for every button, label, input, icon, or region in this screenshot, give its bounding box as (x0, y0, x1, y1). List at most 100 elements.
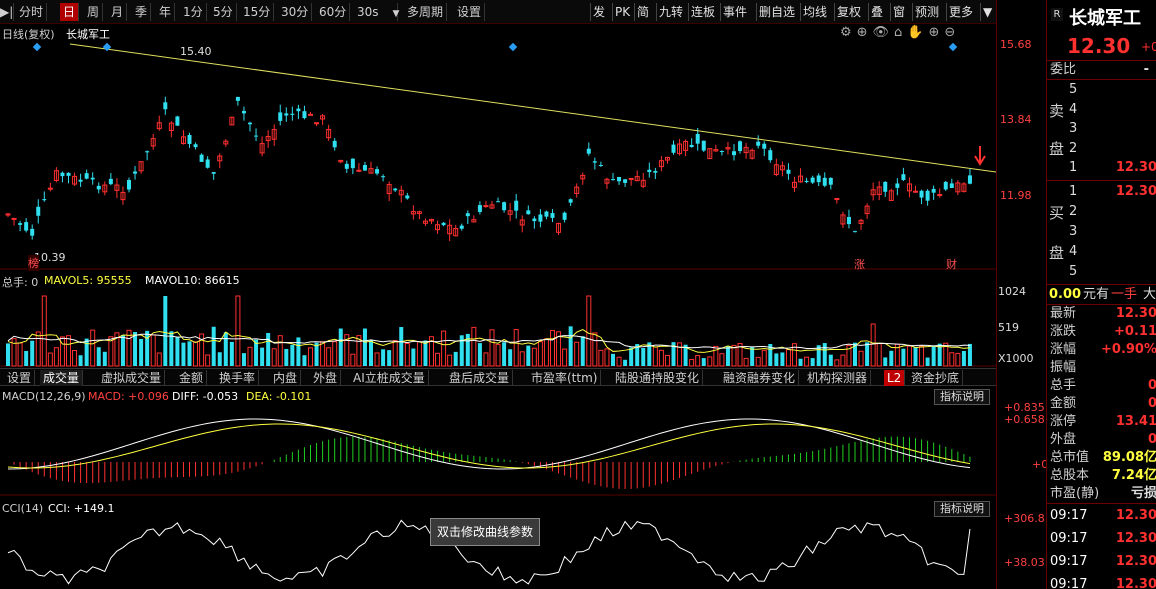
indicator-tab-14[interactable]: 资金抄底 (908, 370, 964, 386)
volume-bar (193, 341, 199, 367)
volume-bar (320, 341, 326, 367)
period-tab-1[interactable]: 日 (60, 3, 80, 21)
period-tab-5[interactable]: 年 (156, 3, 176, 21)
candle (320, 113, 326, 125)
volume-chart[interactable] (0, 287, 996, 367)
indicator-tab-4[interactable]: 换手率 (216, 370, 260, 386)
toggle-panel-icon[interactable]: ▶| (0, 3, 14, 21)
volume-bar (145, 330, 150, 366)
toolbar-action-3[interactable]: 九转 (656, 3, 685, 21)
indicator-tab-5[interactable]: 内盘 (270, 370, 302, 386)
unit-row: 0.00 元有 一手 大 (1049, 287, 1156, 302)
candle (18, 220, 23, 232)
toolbar-dropdown-icon[interactable]: ▼ (980, 3, 994, 21)
candle (350, 158, 355, 175)
marker-bang[interactable]: 榜 (28, 255, 39, 271)
volume-bar (556, 331, 562, 367)
period-tab-12[interactable]: 多周期 (404, 3, 448, 21)
candlestick-chart[interactable] (0, 24, 996, 270)
indicator-tab-12[interactable]: 机构探测器 (804, 370, 872, 386)
macd-chart[interactable] (0, 404, 996, 496)
marker-cai[interactable]: 财 (946, 258, 957, 271)
volume-bar (664, 354, 670, 367)
high-price-label: 15.40 (180, 45, 212, 58)
cci-explain-button[interactable]: 指标说明 (934, 501, 990, 517)
period-tab-9[interactable]: 30分 (278, 3, 313, 21)
indicator-tab-10[interactable]: 陆股通持股变化 (612, 370, 704, 386)
toolbar-action-5[interactable]: 事件 (720, 3, 749, 21)
macd-header: MACD(12,26,9) (2, 390, 86, 403)
volume-bar (332, 341, 338, 367)
volume-bar (35, 331, 41, 367)
candle (937, 188, 943, 198)
volume-bar (441, 330, 447, 367)
volume-bar (139, 339, 144, 366)
volume-bar (689, 358, 695, 367)
period-tab-8[interactable]: 15分 (240, 3, 275, 21)
volume-bar (362, 328, 367, 366)
volume-bar (284, 348, 289, 366)
period-tab-11[interactable]: 30s ▼ (354, 3, 399, 21)
period-tab-10[interactable]: 60分 (316, 3, 351, 21)
toolbar-action-7[interactable]: 均线 (800, 3, 829, 21)
period-tab-3[interactable]: 月 (108, 3, 128, 21)
indicator-tab-7[interactable]: AI立桩成交量 (350, 370, 429, 386)
indicator-tab-1[interactable]: 成交量 (40, 370, 84, 386)
volume-bar (217, 352, 222, 366)
candle (888, 188, 894, 201)
candle (725, 141, 731, 155)
toolbar-action-8[interactable]: 复权 (834, 3, 863, 21)
indicator-tab-3[interactable]: 金额 (176, 370, 208, 386)
toolbar-action-11[interactable]: 预测 (912, 3, 941, 21)
toolbar-action-2[interactable]: 简 (634, 3, 651, 21)
toolbar-action-6[interactable]: 删自选 (756, 3, 797, 21)
indicator-tab-6[interactable]: 外盘 (310, 370, 342, 386)
period-tab-7[interactable]: 5分 (210, 3, 237, 21)
weibi-row: 委比 - (1050, 62, 1149, 77)
toolbar-action-1[interactable]: PK (612, 3, 632, 21)
volume-bar (11, 338, 17, 367)
candle (78, 173, 83, 187)
marker-zhang[interactable]: 涨 (854, 258, 865, 271)
mavol5-label: MAVOL5: 95555 (44, 274, 132, 287)
indicator-tab-2[interactable]: 虚拟成交量 (98, 370, 166, 386)
period-tab-13[interactable]: 设置 (454, 3, 486, 21)
candle (42, 191, 47, 202)
cci-chart[interactable] (0, 517, 996, 589)
volume-bar (453, 351, 458, 366)
indicator-tab-11[interactable]: 融资融券变化 (720, 370, 800, 386)
volume-bar (562, 348, 568, 367)
period-tab-2[interactable]: 周 (84, 3, 104, 21)
candle (205, 156, 210, 169)
indicator-tab-0[interactable]: 设置 (4, 370, 36, 386)
period-tab-6[interactable]: 1分 (180, 3, 207, 21)
period-tab-0[interactable]: 分时 (16, 3, 48, 21)
chart-tools-icons[interactable]: ⚙⊕👁⌂✋⊕⊖ (840, 25, 961, 40)
volume-bar (785, 349, 791, 367)
period-tab-4[interactable]: 季 (132, 3, 152, 21)
volume-bar (616, 356, 622, 367)
toolbar-action-12[interactable]: 更多 (946, 3, 975, 21)
chart-stock-name: 长城军工 (66, 28, 110, 41)
toolbar-action-4[interactable]: 连板 (688, 3, 717, 21)
trend-line (69, 43, 996, 173)
toolbar-action-0[interactable]: 发 (590, 3, 607, 21)
macd-axis-1: +0.835 (1004, 401, 1045, 414)
volume-bar (254, 339, 259, 366)
volume-bar (889, 350, 894, 366)
macd-explain-button[interactable]: 指标说明 (934, 389, 990, 405)
candle (290, 106, 295, 121)
candle (30, 224, 35, 240)
candle (574, 183, 580, 198)
candle (296, 104, 301, 120)
toolbar-action-9[interactable]: 叠 (868, 3, 885, 21)
indicator-tab-9[interactable]: 市盈率(ttm) (528, 370, 602, 386)
volume-bar (683, 344, 688, 366)
volume-bar (108, 336, 114, 367)
indicator-tab-8[interactable]: 盘后成交量 (446, 370, 514, 386)
tick-row-2: 09:17 12.30 (1050, 554, 1156, 569)
indicator-tab-13[interactable]: L2 (884, 370, 906, 386)
toolbar-action-10[interactable]: 窗 (890, 3, 907, 21)
volume-bar (41, 295, 47, 367)
candle (90, 172, 95, 185)
